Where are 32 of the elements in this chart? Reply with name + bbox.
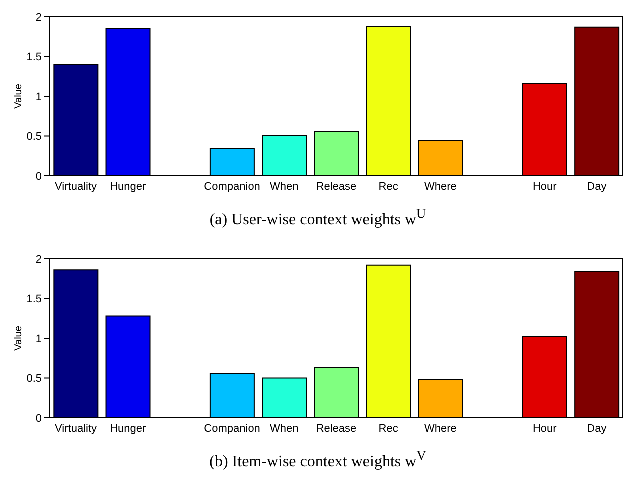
x-tick-label: Hour [532,180,558,193]
y-tick-label: 0.5 [26,131,42,144]
y-tick-label: 2 [36,12,42,24]
x-tick-label: Companion [204,422,260,435]
x-tick-label: Hunger [110,422,147,435]
y-tick-label: 0 [36,412,42,425]
x-tick-label: When [270,422,299,435]
x-tick-label: Hunger [110,180,147,193]
x-tick-label: Where [424,180,457,193]
x-tick-label: Hour [532,422,558,435]
y-tick-label: 0.5 [26,373,42,386]
y-tick-label: 2 [36,254,42,266]
y-tick-label: 1 [36,91,42,104]
y-tick-label: 1.5 [26,52,42,64]
y-axis-title: Value [14,84,25,109]
text: (a) User-wise context weights w$^{U}$ [208,206,428,230]
x-tick-label: Where [424,422,457,435]
x-tick-label: Day [587,422,608,435]
y-axis-title: Value [14,326,25,351]
x-tick-label: Rec [378,180,399,193]
x-tick-label: Release [316,422,357,435]
x-tick-label: Rec [378,422,399,435]
x-tick-label: Virtuality [55,180,98,193]
y-tick-label: 1 [36,333,42,346]
x-tick-label: Virtuality [55,422,98,435]
x-tick-label: When [270,180,299,193]
y-tick-label: 0 [36,170,42,183]
y-tick-label: 1.5 [26,294,42,306]
x-tick-label: Companion [204,180,260,193]
text: (b) Item-wise context weights w$^{V}$ [208,448,428,472]
x-tick-label: Release [316,180,357,193]
x-tick-label: Day [587,180,608,193]
